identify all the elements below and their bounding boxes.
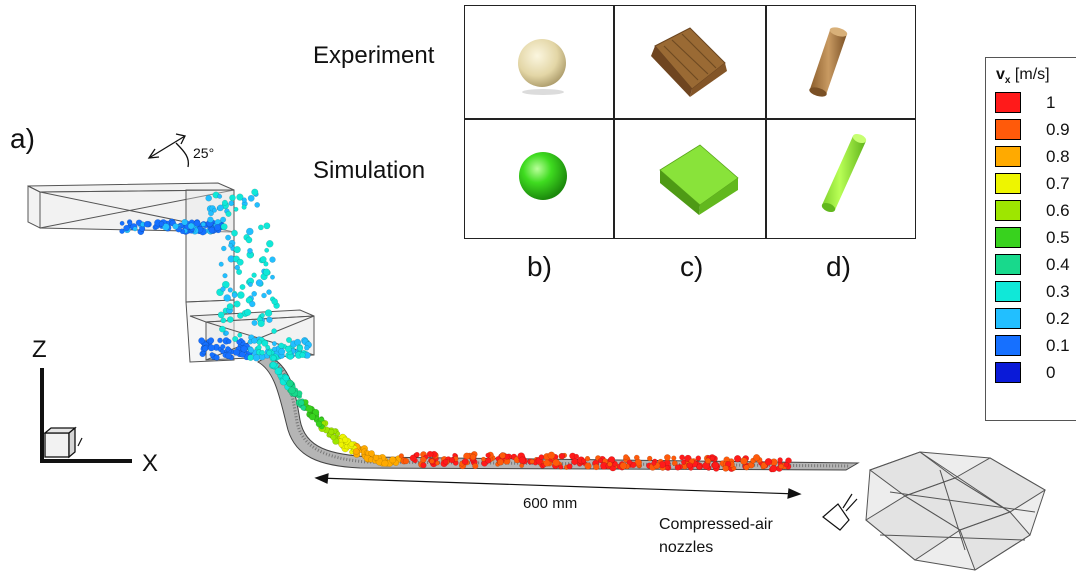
legend-tick-label: 0.2 — [1046, 309, 1070, 328]
feed-chute — [27, 182, 315, 363]
wood-cylinder — [809, 27, 848, 97]
grid-divider — [765, 6, 767, 238]
panel-label-a: a) — [10, 123, 35, 154]
legend-swatch — [995, 281, 1021, 302]
velocity-legend: vx [m/s] 1 0.9 0.8 0.7 0.6 0.5 0.4 0.3 0.2 0.1 0 — [985, 57, 1076, 421]
legend-swatch — [995, 254, 1021, 275]
legend-swatch — [995, 146, 1021, 167]
row-label-simulation: Simulation — [313, 157, 426, 184]
legend-swatch — [995, 308, 1021, 329]
coordinate-axes — [40, 368, 132, 463]
axis-label-x: X — [142, 450, 159, 477]
legend-tick-label: 1 — [1046, 93, 1056, 112]
grid-divider — [613, 6, 615, 238]
rotation-indicator — [147, 133, 190, 168]
particle-stream — [119, 188, 792, 473]
grid-divider — [465, 118, 915, 120]
legend-title-symbol: v — [996, 66, 1005, 83]
legend-tick-label: 0.5 — [1046, 228, 1070, 247]
legend-title-unit: [m/s] — [1010, 66, 1050, 83]
legend-tick-label: 0.1 — [1046, 336, 1070, 355]
length-label: 600 mm — [523, 495, 578, 512]
panel-label-c: c) — [680, 251, 704, 282]
legend-swatch — [995, 200, 1021, 221]
legend-tick-label: 0.3 — [1046, 282, 1070, 301]
angle-label: 25° — [193, 145, 215, 161]
legend-swatch — [995, 362, 1021, 383]
legend-swatch — [995, 335, 1021, 356]
row-label-experiment: Experiment — [313, 42, 435, 69]
wood-block — [651, 27, 727, 97]
comparison-grid — [464, 5, 916, 239]
legend-title: vx [m/s] — [996, 66, 1050, 86]
legend-swatch — [995, 119, 1021, 140]
legend-tick-label: 0.4 — [1046, 255, 1070, 274]
sim-cylinder — [821, 133, 867, 213]
separation-box — [865, 451, 1046, 571]
legend-tick-label: 0.7 — [1046, 174, 1070, 193]
legend-swatch — [995, 227, 1021, 248]
panel-label-d: d) — [826, 251, 851, 282]
nozzles-label: Compressed-air nozzles — [659, 516, 773, 556]
nozzle-icon — [822, 493, 858, 531]
legend-tick-label: 0.8 — [1046, 147, 1070, 166]
wood-sphere — [518, 39, 566, 95]
legend-swatch — [995, 92, 1021, 113]
legend-tick-label: 0.9 — [1046, 120, 1070, 139]
length-dimension — [314, 473, 802, 499]
legend-tick-label: 0 — [1046, 363, 1056, 382]
legend-title-sub: x — [1004, 75, 1011, 87]
panel-label-b: b) — [527, 251, 552, 282]
sim-sphere — [519, 152, 567, 200]
axis-label-z: Z — [32, 336, 47, 363]
sim-block — [659, 144, 739, 215]
legend-swatch — [995, 173, 1021, 194]
legend-tick-label: 0.6 — [1046, 201, 1070, 220]
slide-plate — [257, 355, 860, 471]
